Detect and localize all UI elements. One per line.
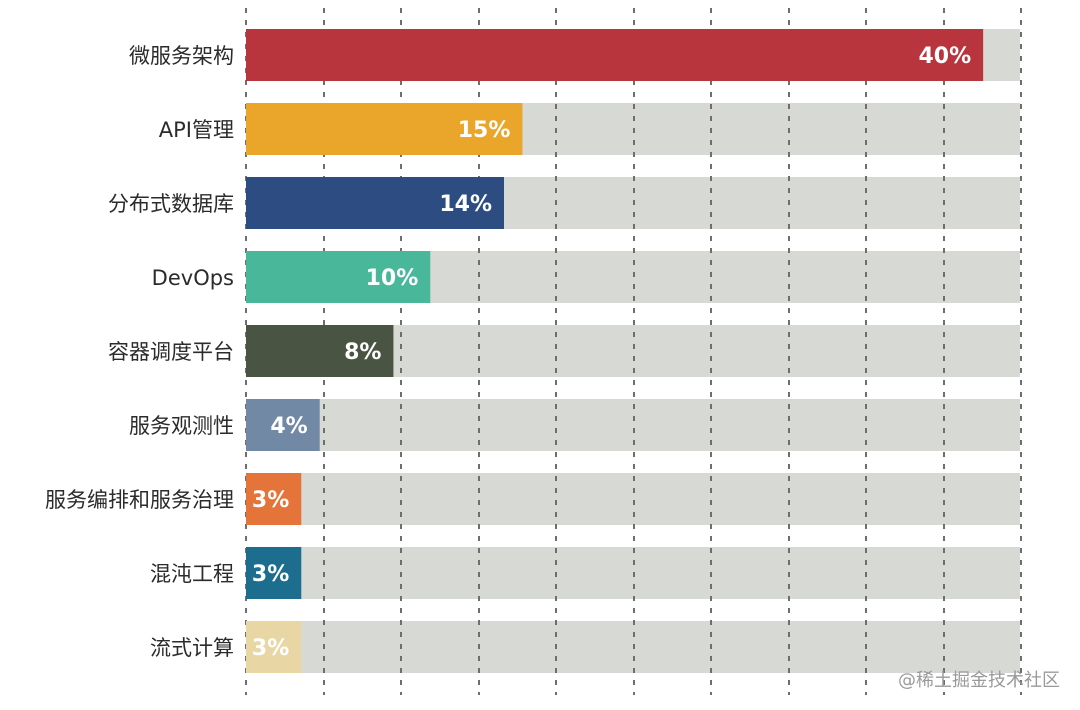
bar xyxy=(246,177,504,229)
category-label: 混沌工程 xyxy=(150,562,234,586)
value-label: 14% xyxy=(439,192,492,217)
category-label: 服务观测性 xyxy=(129,414,234,438)
value-label: 10% xyxy=(366,266,419,291)
bar xyxy=(246,251,431,303)
value-label: 40% xyxy=(918,44,971,69)
category-label: 服务编排和服务治理 xyxy=(45,488,234,512)
value-label: 15% xyxy=(458,118,511,143)
bar xyxy=(246,473,302,525)
value-label: 3% xyxy=(252,562,289,587)
bar xyxy=(246,621,302,673)
category-label: 微服务架构 xyxy=(129,44,234,68)
bar xyxy=(246,29,984,81)
bars-group: 40% 微服务架构 15% API管理 14% 分布式数据库 10% DevOps 8% 容器调度… xyxy=(45,29,984,673)
value-label: 3% xyxy=(252,488,289,513)
category-label: 容器调度平台 xyxy=(108,340,234,364)
category-label: 流式计算 xyxy=(150,636,234,660)
category-label: DevOps xyxy=(152,266,234,290)
value-label: 8% xyxy=(344,340,381,365)
value-label: 3% xyxy=(252,636,289,661)
bar xyxy=(246,325,394,377)
bar xyxy=(246,547,302,599)
watermark: @稀土掘金技术社区 xyxy=(898,670,1060,691)
category-label: API管理 xyxy=(159,118,234,142)
bar xyxy=(246,103,523,155)
value-label: 4% xyxy=(270,414,307,439)
bar xyxy=(246,399,320,451)
category-label: 分布式数据库 xyxy=(108,192,234,216)
